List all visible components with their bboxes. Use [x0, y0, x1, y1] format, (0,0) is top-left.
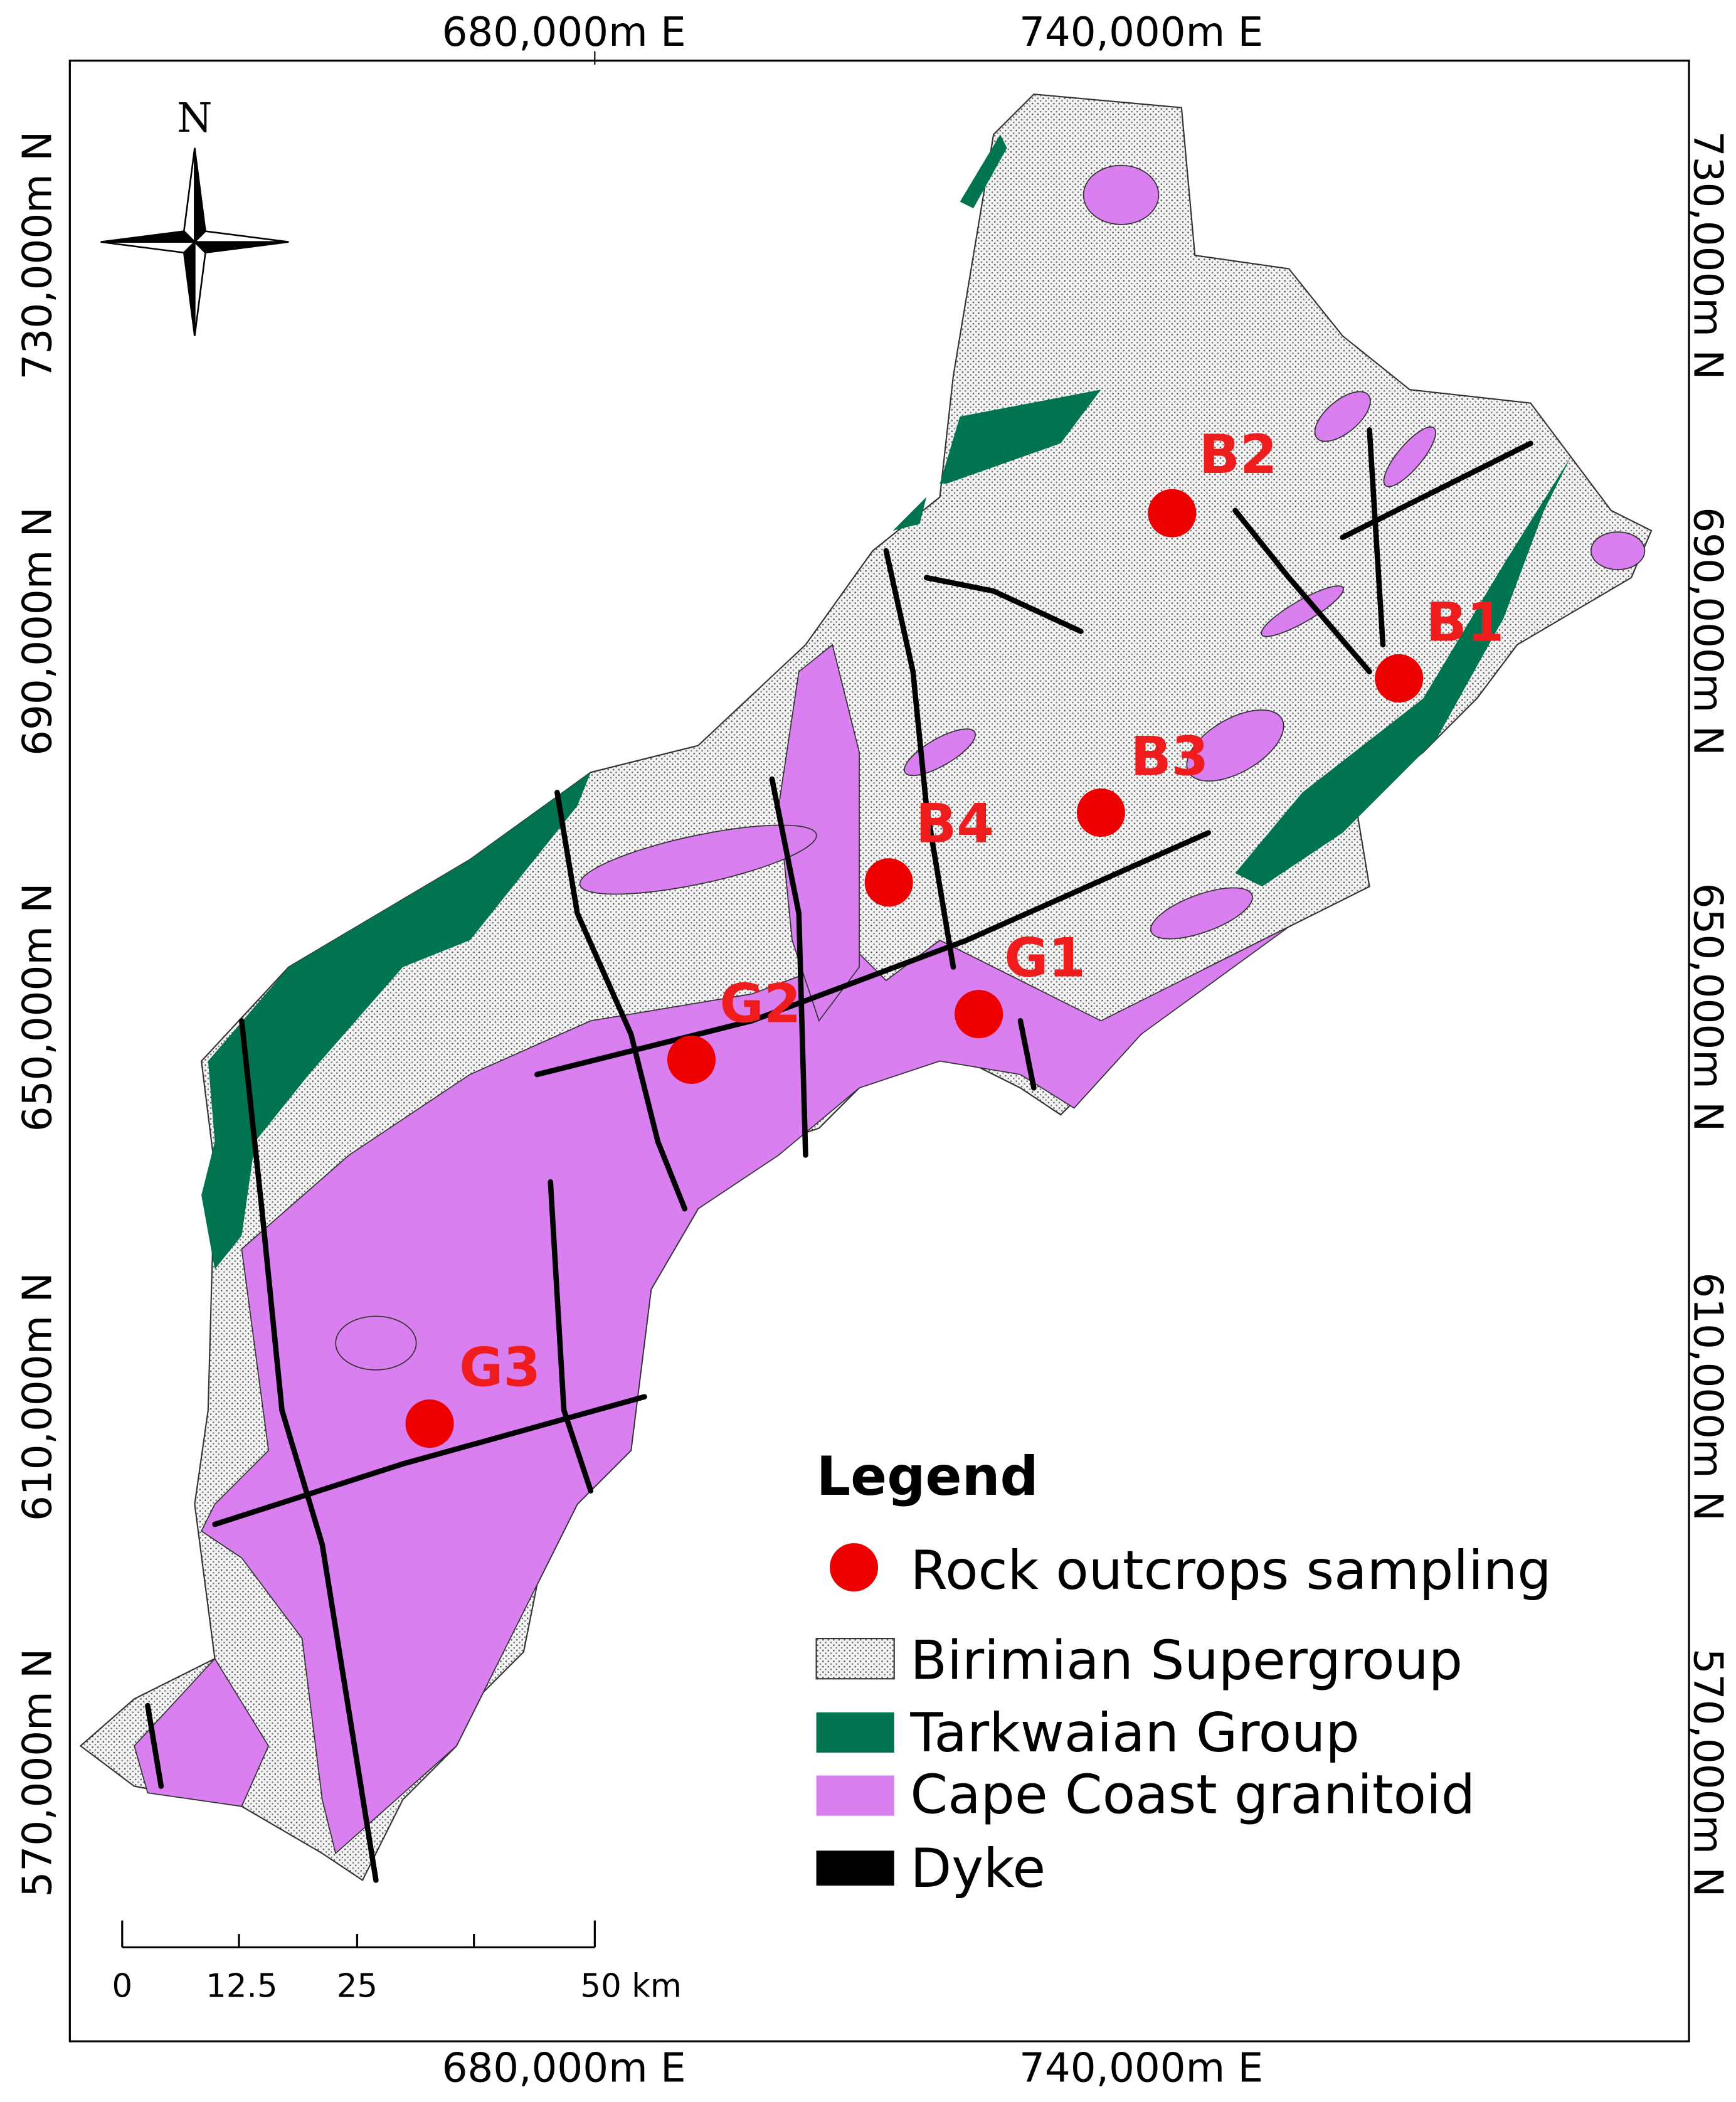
- sample-point: [1375, 654, 1424, 703]
- dykes: [145, 427, 1533, 1883]
- legend-item: Cape Coast granitoid: [910, 1764, 1475, 1826]
- coord-label: 650,000m N: [14, 883, 61, 1132]
- scale-bar: [121, 1920, 596, 1949]
- coord-label: 570,000m N: [14, 1648, 61, 1898]
- sample-label: B4: [916, 794, 994, 856]
- legend-swatch: [816, 1850, 894, 1886]
- coord-label: 650,000m N: [1685, 883, 1732, 1132]
- sample-label: B3: [1131, 726, 1209, 788]
- legend-item: Birimian Supergroup: [910, 1630, 1463, 1692]
- sample-label: B2: [1199, 424, 1278, 486]
- sample-label: B1: [1426, 592, 1504, 654]
- sample-point: [955, 990, 1003, 1039]
- legend-title: Legend: [817, 1446, 1039, 1508]
- scale-label: 12.5: [206, 1968, 277, 2005]
- legend-item: Tarkwaian Group: [909, 1702, 1359, 1765]
- coord-label: 740,000m E: [1019, 9, 1263, 56]
- legend-swatch: [816, 1775, 894, 1816]
- coord-label: 730,000m N: [14, 131, 61, 380]
- legend-swatch: [829, 1543, 879, 1592]
- coord-label: 570,000m N: [1685, 1648, 1732, 1898]
- sample-label: G1: [1004, 928, 1086, 990]
- scale-label: 50 km: [580, 1968, 681, 2005]
- coord-label: 610,000m N: [14, 1272, 61, 1521]
- tarkwaian-areas: [201, 134, 1571, 1270]
- sample-label: G2: [719, 973, 801, 1035]
- legend-item: Rock outcrops sampling: [910, 1540, 1551, 1602]
- sample-label: G3: [459, 1337, 541, 1399]
- sample-point: [864, 858, 913, 907]
- coord-label: 680,000m E: [442, 9, 686, 56]
- sample-point: [667, 1035, 716, 1084]
- scale-label: 25: [337, 1968, 378, 2005]
- north-label: N: [177, 95, 212, 142]
- legend-swatch: [816, 1712, 894, 1753]
- sample-points: [405, 489, 1424, 1448]
- legend: Legend Rock outcrops sampling Birimian S…: [815, 1446, 1552, 1900]
- scale-label: 0: [112, 1968, 132, 2005]
- coord-label: 730,000m N: [1685, 131, 1732, 380]
- coord-label: 690,000m N: [1685, 507, 1732, 756]
- sample-point: [405, 1399, 454, 1448]
- coord-label: 610,000m N: [1685, 1272, 1732, 1521]
- legend-item: Dyke: [910, 1838, 1045, 1900]
- sample-point: [1148, 489, 1197, 538]
- coord-label: 680,000m E: [442, 2045, 686, 2092]
- north-arrow: [100, 147, 289, 336]
- coord-label: 690,000m N: [14, 507, 61, 756]
- sample-point: [1076, 788, 1125, 837]
- coord-label: 740,000m E: [1019, 2045, 1263, 2092]
- legend-swatch: [815, 1638, 895, 1680]
